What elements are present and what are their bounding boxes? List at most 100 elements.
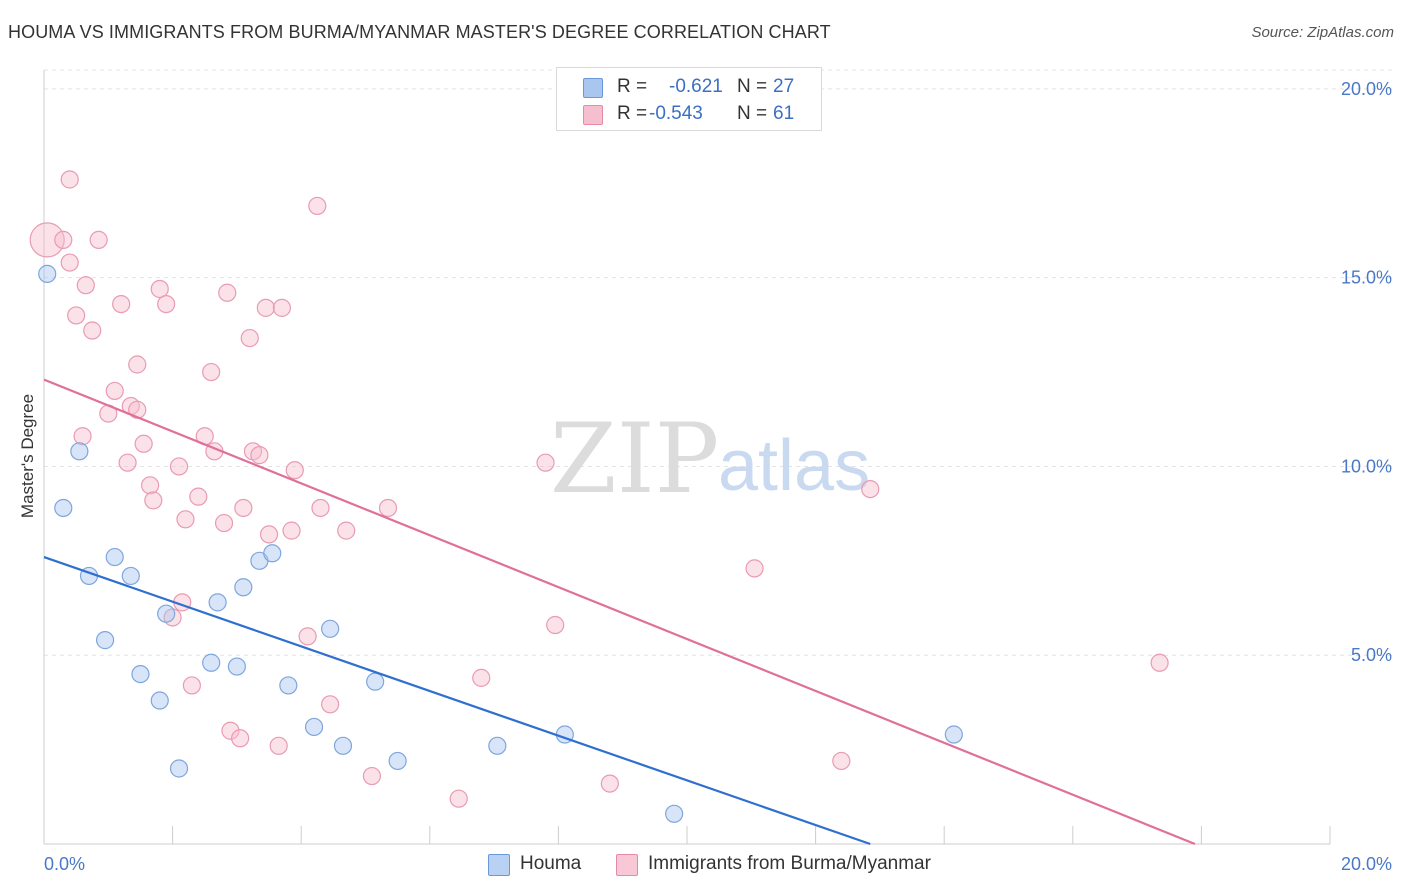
watermark-atlas: atlas: [718, 426, 870, 506]
burma-point: [298, 627, 317, 646]
legend-swatch-burma: [583, 105, 603, 125]
legend-r-label: R =: [617, 76, 648, 97]
burma-point: [832, 751, 851, 771]
houma-point: [54, 498, 73, 518]
burma-point: [67, 306, 86, 325]
houma-point: [944, 725, 963, 744]
burma-point: [182, 676, 201, 695]
burma-point: [157, 294, 176, 314]
houma-point: [157, 604, 176, 623]
y-tick-label: 20.0%: [1341, 79, 1392, 99]
y-tick-label: 5.0%: [1351, 645, 1392, 665]
legend-label-burma: Immigrants from Burma/Myanmar: [648, 853, 931, 874]
burma-point: [472, 668, 491, 687]
burma-point: [282, 521, 301, 540]
legend-r-value: -0.543: [649, 103, 703, 124]
burma-point: [140, 476, 160, 495]
burma-point: [256, 298, 275, 317]
houma-point: [279, 676, 298, 695]
houma-point: [234, 578, 253, 597]
burma-point: [118, 453, 137, 472]
burma-point: [337, 521, 356, 540]
houma-point: [665, 804, 684, 823]
gridlines: [44, 69, 1394, 656]
burma-point: [234, 498, 253, 518]
burma-point: [60, 253, 79, 272]
legend-swatch-houma: [583, 78, 603, 98]
burma-trend-line: [43, 378, 1196, 846]
burma-point: [362, 766, 382, 786]
trend-lines: [43, 378, 1196, 846]
watermark-zip: ZIP: [550, 403, 719, 515]
burma-point: [76, 276, 95, 295]
y-tick-label: 10.0%: [1341, 456, 1392, 476]
burma-point: [105, 381, 124, 401]
burma-point: [269, 736, 288, 755]
legend-swatch-burma: [616, 854, 638, 876]
burma-point: [73, 427, 92, 446]
houma-point: [227, 657, 246, 676]
legend-row-houma: R = -0.621 N = 27: [557, 74, 821, 100]
burma-point: [218, 283, 237, 302]
burma-point: [169, 457, 189, 476]
legend-n-value: 27: [773, 76, 795, 97]
burma-point: [60, 170, 79, 189]
burma-point: [29, 222, 65, 258]
burma-point: [536, 453, 555, 472]
houma-point: [263, 544, 282, 563]
houma-point: [202, 653, 221, 672]
series-legend: Houma Immigrants from Burma/Myanmar: [0, 852, 1406, 878]
x-tick-label-min: 0.0%: [44, 854, 85, 874]
houma-point: [169, 759, 189, 778]
houma-point: [488, 736, 507, 755]
burma-point: [259, 525, 279, 544]
axes: [43, 70, 1331, 845]
houma-point: [333, 736, 353, 755]
houma-trend-line: [43, 556, 871, 846]
burma-point: [176, 510, 195, 529]
legend-n-label: N =: [737, 103, 768, 124]
burma-point: [308, 196, 327, 216]
houma-point: [121, 566, 140, 586]
y-tick-label: 15.0%: [1341, 268, 1392, 288]
y-axis-label: Master's Degree: [18, 394, 37, 518]
burma-point: [189, 487, 208, 506]
houma-point: [321, 619, 340, 638]
legend-row-burma: R = -0.543 N = 61: [557, 101, 821, 127]
burma-point: [546, 615, 565, 635]
burma-point: [378, 498, 398, 518]
legend-swatch-houma: [488, 854, 510, 876]
burma-point: [202, 362, 221, 382]
burma-point: [144, 491, 163, 510]
burma-point: [272, 298, 292, 317]
burma-point: [311, 498, 330, 518]
chart-title: HOUMA VS IMMIGRANTS FROM BURMA/MYANMAR M…: [8, 22, 831, 42]
burma-point: [134, 434, 153, 453]
houma-point: [366, 672, 385, 691]
burma-point: [250, 446, 269, 465]
houma-point: [304, 717, 324, 737]
burma-point: [321, 695, 340, 714]
burma-point: [745, 559, 764, 578]
houma-point: [38, 264, 57, 283]
burma-point: [89, 230, 108, 250]
legend-label-houma: Houma: [520, 853, 582, 874]
burma-point: [240, 328, 259, 348]
burma-point: [214, 513, 234, 533]
burma-point: [861, 479, 880, 499]
houma-point: [70, 442, 89, 461]
houma-point: [95, 631, 115, 650]
burma-point: [285, 461, 304, 480]
houma-point: [131, 664, 150, 684]
legend-r-label: R =: [617, 103, 648, 124]
houma-point: [388, 751, 407, 771]
y-tick-labels: 5.0% 10.0% 15.0% 20.0%: [1341, 79, 1392, 665]
burma-point: [231, 729, 250, 748]
burma-point: [449, 789, 468, 808]
series-burma-points: [29, 170, 1169, 808]
burma-point: [1150, 653, 1169, 672]
series-houma-points: [38, 264, 963, 823]
x-tick-label-max: 20.0%: [1341, 854, 1392, 874]
legend-r-value: -0.621: [669, 76, 723, 97]
